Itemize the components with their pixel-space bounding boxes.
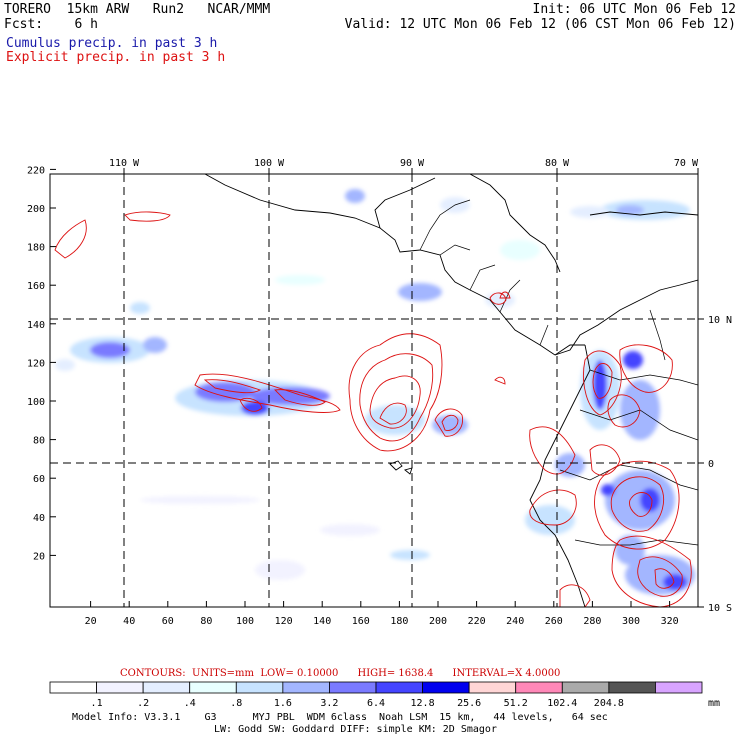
physics-info: LW: Godd SW: Goddard DIFF: simple KM: 2D…: [214, 724, 497, 735]
y-tick-label: 40: [33, 513, 45, 524]
init-time: Init: 06 UTC Mon 06 Feb 12: [532, 2, 737, 17]
colorbar-label: 51.2: [504, 698, 528, 709]
cumulus-precip-field: [55, 189, 695, 595]
colorbar-swatch: [49, 681, 97, 694]
x-tick-label: 120: [275, 616, 293, 627]
y-tick-label: 180: [27, 243, 45, 254]
x-tick-label: 140: [313, 616, 331, 627]
y-tick-label: 160: [27, 281, 45, 292]
lat-label: 0: [708, 459, 714, 470]
colorbar-swatch: [422, 681, 470, 694]
colorbar-swatch: [142, 681, 191, 694]
lon-label: 110 W: [109, 158, 140, 169]
y-tick-label: 220: [27, 165, 45, 176]
forecast-hour: Fcst: 6 h: [4, 17, 98, 32]
lat-lon-grid: [50, 174, 698, 607]
lat-label: 10 N: [708, 315, 732, 326]
colorbar-swatch: [608, 681, 656, 694]
colorbar-label: 6.4: [367, 698, 385, 709]
lat-label: 10 S: [708, 603, 732, 614]
x-tick-label: 80: [200, 616, 212, 627]
colorbar-swatch: [655, 681, 703, 694]
map-frame: [49, 173, 699, 608]
y-tick-label: 200: [27, 204, 45, 215]
cumulus-legend: Cumulus precip. in past 3 h: [6, 36, 218, 51]
lon-label: 70 W: [674, 158, 699, 169]
colorbar-swatch: [189, 681, 237, 694]
x-tick-label: 260: [545, 616, 563, 627]
x-tick-label: 220: [468, 616, 486, 627]
colorbar-label: 3.2: [320, 698, 338, 709]
colorbar-label: .2: [137, 698, 149, 709]
lon-label: 80 W: [545, 158, 570, 169]
x-tick-label: 240: [506, 616, 524, 627]
colorbar-swatch: [375, 681, 423, 694]
x-tick-label: 300: [622, 616, 640, 627]
explicit-precip-contours: [54, 211, 692, 607]
colorbar-swatch: [515, 681, 563, 694]
colorbar-swatch: [96, 681, 144, 694]
colorbar-label: 1.6: [274, 698, 292, 709]
model-info: Model Info: V3.3.1 G3 MYJ PBL WDM 6class…: [72, 712, 608, 723]
y-tick-label: 140: [27, 320, 45, 331]
colorbar-swatch: [329, 681, 377, 694]
resolution: 15km ARW: [66, 2, 130, 17]
x-tick-label: 200: [429, 616, 447, 627]
lon-label: 90 W: [400, 158, 425, 169]
x-tick-label: 180: [390, 616, 408, 627]
org-label: NCAR/MMM: [207, 2, 271, 17]
explicit-legend: Explicit precip. in past 3 h: [6, 50, 226, 65]
lon-label: 100 W: [254, 158, 285, 169]
colorbar-swatch: [282, 681, 330, 694]
header-left-line: TORERO 15km ARW Run2 NCAR/MMM: [4, 3, 270, 17]
colorbar-swatch: [235, 681, 284, 694]
colorbar-label: .8: [230, 698, 242, 709]
y-tick-label: 20: [33, 551, 45, 562]
x-tick-label: 100: [236, 616, 254, 627]
run-label: Run2: [152, 2, 185, 17]
colorbar-label: 204.8: [594, 698, 624, 709]
y-tick-label: 120: [27, 358, 45, 369]
y-tick-label: 60: [33, 474, 45, 485]
x-tick-label: 160: [352, 616, 370, 627]
colorbar-swatch: [561, 681, 610, 694]
x-tick-label: 40: [123, 616, 135, 627]
country-borders: [419, 199, 698, 546]
colorbar-swatch: [468, 681, 517, 694]
colorbar-label: .4: [184, 698, 196, 709]
colorbar-label: 102.4: [547, 698, 577, 709]
x-tick-label: 280: [583, 616, 601, 627]
x-tick-label: 60: [162, 616, 174, 627]
contour-info: CONTOURS: UNITS=mm LOW= 0.10000 HIGH= 16…: [120, 668, 561, 679]
valid-time: Valid: 12 UTC Mon 06 Feb 12 (06 CST Mon …: [344, 17, 736, 32]
y-tick-label: 100: [27, 397, 45, 408]
x-tick-label: 320: [661, 616, 679, 627]
colorbar-label: .1: [91, 698, 103, 709]
x-tick-label: 20: [85, 616, 97, 627]
model-name: TORERO: [4, 2, 51, 17]
colorbar-label: 12.8: [411, 698, 435, 709]
y-tick-label: 80: [33, 436, 45, 447]
colorbar-label: 25.6: [457, 698, 481, 709]
colorbar: .1 .2 .4 .8 1.6 3.2 6.4 12.8 25.6 51.2 102.4 204.8 m…: [49, 681, 720, 709]
colorbar-unit: mm: [708, 698, 720, 709]
